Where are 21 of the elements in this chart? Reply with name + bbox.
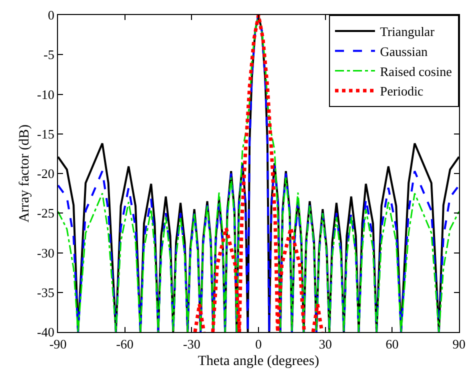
y-tick-label: -35: [37, 284, 54, 300]
x-tick-label: 0: [255, 336, 262, 352]
y-axis-title: Array factor (dB): [18, 124, 33, 222]
legend-label: Periodic: [380, 84, 424, 99]
x-tick-label: 60: [386, 336, 399, 352]
y-tick-label: -5: [44, 47, 54, 62]
x-tick-label: 30: [318, 336, 332, 352]
x-tick-label: -30: [183, 336, 200, 352]
legend-label: Triangular: [380, 24, 436, 40]
y-tick-label: -20: [37, 166, 54, 182]
legend-label: Raised cosine: [380, 64, 452, 79]
y-tick-label: -10: [37, 86, 54, 102]
legend-label: Gaussian: [380, 44, 428, 59]
line-series: [58, 15, 459, 332]
y-tick-label: -25: [37, 206, 54, 221]
x-tick-label: 90: [452, 336, 466, 352]
x-axis-title: Theta angle (degrees): [198, 354, 320, 369]
x-tick-label: -60: [116, 336, 134, 352]
y-tick-label: -15: [37, 126, 54, 142]
y-tick-label: -30: [37, 245, 54, 260]
y-tick-label: 0: [48, 8, 54, 23]
